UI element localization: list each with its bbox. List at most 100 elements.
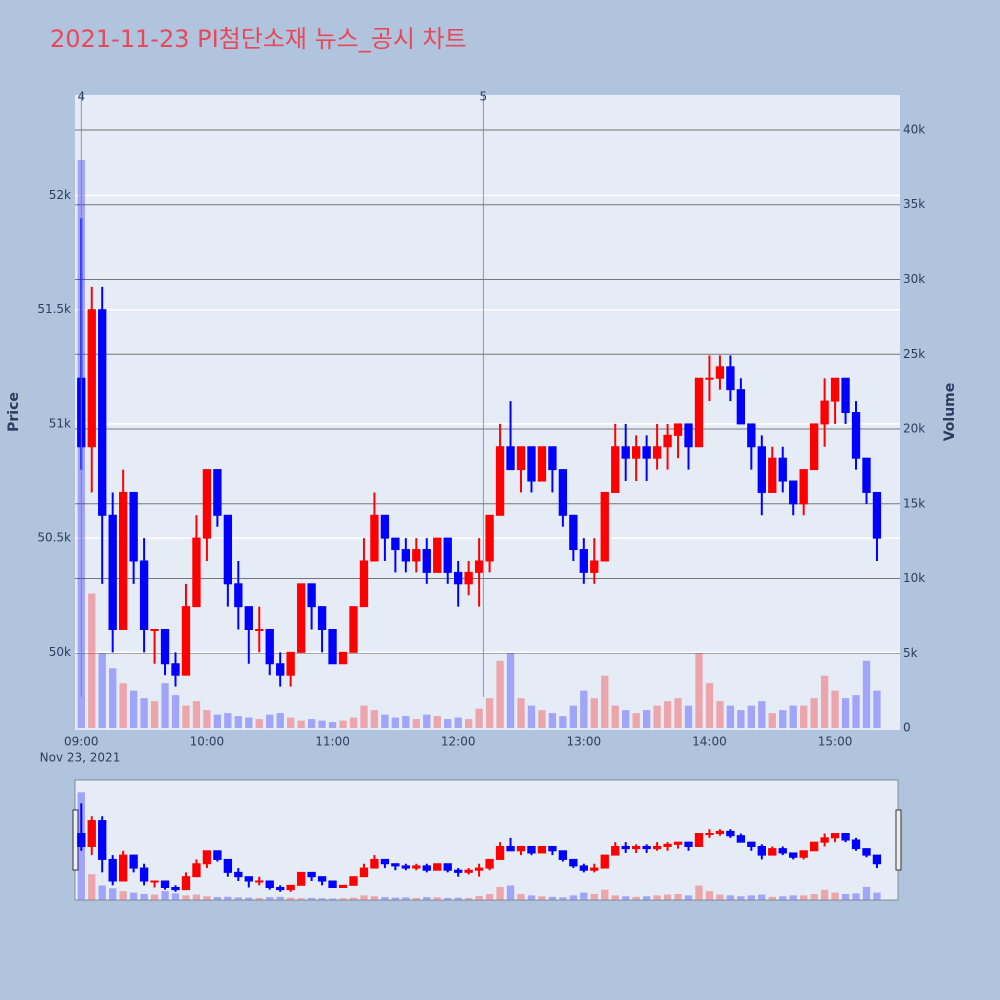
volume-bar xyxy=(339,720,347,729)
candle-body xyxy=(516,446,526,471)
candle-body xyxy=(213,469,222,516)
volume-bar xyxy=(852,695,860,729)
candle-body xyxy=(359,560,369,608)
candle-body-mini xyxy=(768,848,777,856)
volume-bar-mini xyxy=(779,896,787,900)
candle-body xyxy=(464,571,473,585)
slider-handle[interactable] xyxy=(895,809,902,871)
x-date-label: Nov 23, 2021 xyxy=(40,751,121,765)
volume-bar xyxy=(527,705,536,729)
y2-axis-title: Volume xyxy=(942,383,958,442)
candle-body xyxy=(265,628,274,665)
candle-body-mini xyxy=(652,845,662,850)
volume-bar-mini xyxy=(684,895,693,900)
candle-body-mini xyxy=(296,871,306,886)
volume-bar-mini xyxy=(245,897,253,900)
volume-bar xyxy=(538,710,546,729)
volume-bar xyxy=(517,698,525,729)
candle-body xyxy=(234,583,243,608)
volume-bar-mini xyxy=(370,896,379,900)
volume-bar-mini xyxy=(88,874,96,900)
volume-bar-mini xyxy=(674,893,682,900)
candle-body xyxy=(192,537,201,608)
candle-body xyxy=(87,309,96,448)
volume-bar xyxy=(726,705,735,729)
volume-bar xyxy=(810,698,818,729)
candle-body xyxy=(276,663,285,676)
volume-bar xyxy=(433,716,441,729)
y-axis-title: Price xyxy=(6,392,22,432)
volume-bar-mini xyxy=(527,895,536,900)
volume-bar xyxy=(150,701,159,729)
volume-bar-mini xyxy=(192,894,201,900)
candle-body xyxy=(569,514,578,551)
volume-bar-mini xyxy=(789,895,797,900)
volume-bar-mini xyxy=(234,897,242,900)
candle-body-mini xyxy=(77,833,86,847)
candle-body-mini xyxy=(590,867,599,871)
candle-body-mini xyxy=(150,880,159,883)
candle-body-mini xyxy=(778,848,787,854)
candle-body-mini xyxy=(862,848,871,856)
candle-body-mini xyxy=(673,841,683,845)
x-tick-label: 12:00 xyxy=(441,735,476,749)
volume-bar xyxy=(98,653,106,729)
candle-body xyxy=(255,628,264,631)
candle-body xyxy=(370,514,379,562)
volume-bar xyxy=(245,717,253,729)
volume-bar-mini xyxy=(307,897,316,900)
candle-body xyxy=(747,423,756,448)
candle-body-mini xyxy=(569,858,578,867)
volume-bar-mini xyxy=(810,893,818,900)
candle-body xyxy=(726,366,735,391)
volume-bar-mini xyxy=(695,885,703,900)
candle-body-mini xyxy=(464,869,473,873)
candle-body-mini xyxy=(276,886,285,891)
candle-body-mini xyxy=(338,884,348,888)
volume-bar-mini xyxy=(287,897,295,900)
candle-body-mini xyxy=(694,833,704,847)
candle-body xyxy=(579,549,588,573)
volume-bar-mini xyxy=(862,886,871,900)
candle-body-mini xyxy=(621,845,630,850)
candle-body-mini xyxy=(747,841,756,847)
volume-bar-mini xyxy=(737,896,745,900)
volume-bar xyxy=(203,710,211,729)
volume-bar-mini xyxy=(213,897,222,900)
candle-body-mini xyxy=(474,867,484,871)
volume-bar xyxy=(862,660,871,729)
candle-body xyxy=(684,423,693,448)
x-tick-label: 09:00 xyxy=(64,735,99,749)
candle-body xyxy=(244,606,253,630)
range-slider[interactable] xyxy=(74,779,899,901)
volume-bar-mini xyxy=(517,893,525,900)
volume-bar-mini xyxy=(611,895,619,900)
y-tick-label: 50.5k xyxy=(37,531,71,545)
candle-body xyxy=(150,628,159,631)
volume-bar-mini xyxy=(182,895,190,900)
candle-body xyxy=(296,583,306,653)
volume-bar xyxy=(475,708,483,729)
volume-bar xyxy=(632,713,640,729)
candle-body xyxy=(380,514,390,539)
volume-bar-mini xyxy=(381,897,389,900)
candle-body-mini xyxy=(328,880,337,888)
candle-body-mini xyxy=(370,858,379,869)
volume-bar xyxy=(590,698,598,729)
candle-body-mini xyxy=(485,858,494,869)
volume-bar-mini xyxy=(129,892,138,900)
candle-body xyxy=(506,446,515,471)
candle-body xyxy=(202,469,212,539)
candle-body xyxy=(317,606,327,630)
volume-bar-mini xyxy=(642,896,651,900)
volume-bar-mini xyxy=(590,893,598,900)
candle-body-mini xyxy=(160,880,170,888)
volume-bar-mini xyxy=(841,893,850,900)
volume-bar-mini xyxy=(402,897,410,900)
candle-body xyxy=(705,377,714,380)
candle-body-mini xyxy=(401,865,411,869)
candle-body-mini xyxy=(234,871,243,878)
volume-bar-mini xyxy=(768,896,776,900)
volume-bar-mini xyxy=(559,897,567,900)
volume-bar xyxy=(684,705,693,729)
